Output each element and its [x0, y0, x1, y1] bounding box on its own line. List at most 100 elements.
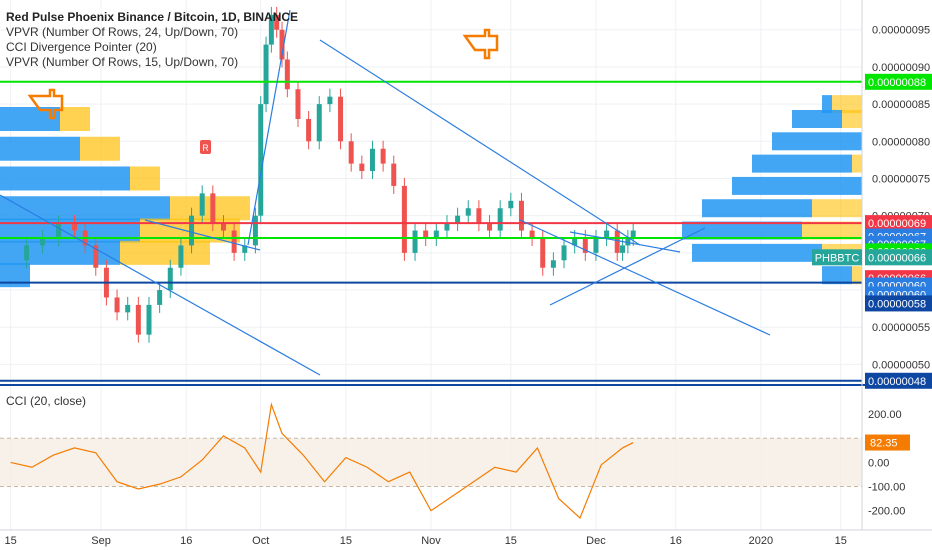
- candle-body-52: [550, 260, 556, 268]
- vp-left-blue-3: [0, 196, 170, 221]
- cci-legend[interactable]: CCI (20, close): [6, 394, 87, 408]
- vp-right-yellow-0: [832, 95, 862, 114]
- candle-body-19: [231, 230, 237, 253]
- x-tick-label-3: Oct: [252, 535, 269, 547]
- candle-body-49: [518, 200, 524, 231]
- cci-tick-label-0: 200.00: [868, 409, 902, 421]
- x-tick-label-1: Sep: [91, 535, 111, 547]
- vp-right-blue-2: [772, 132, 862, 151]
- y-tick-label-1: 0.00000090: [872, 62, 930, 74]
- candle-body-35: [369, 148, 375, 172]
- candle-body-10: [135, 304, 141, 335]
- candle-body-16: [199, 193, 205, 216]
- vp-left-blue-1: [0, 136, 80, 161]
- vp-right-blue-1: [792, 109, 842, 128]
- y-tick-label-2: 0.00000085: [872, 99, 930, 111]
- vp-right-blue-0: [822, 95, 832, 114]
- candle-body-33: [348, 141, 354, 164]
- vp-right-yellow-6: [802, 221, 862, 240]
- price-label-5: 0.00000066: [868, 252, 926, 264]
- indicator-vpvr-15[interactable]: VPVR (Number Of Rows, 15, Up/Down, 70): [6, 55, 239, 69]
- price-label-bg-5: [865, 249, 932, 266]
- candle-body-50: [529, 230, 535, 238]
- r-marker: [200, 140, 211, 154]
- candle-body-15: [189, 215, 195, 246]
- vp-left-yellow-5: [120, 240, 210, 265]
- candle-body-32: [338, 96, 344, 142]
- candle-body-43: [455, 215, 461, 224]
- price-label-9: 0.00000058: [868, 298, 926, 310]
- trendline-mid: [144, 219, 261, 251]
- x-tick-label-7: Dec: [586, 535, 606, 547]
- y-tick-label-4: 0.00000075: [872, 173, 930, 185]
- candle-body-12: [157, 290, 163, 305]
- vp-right-yellow-3: [852, 154, 862, 173]
- symbol-tag: PHBBTC: [815, 252, 860, 264]
- vp-left-yellow-0: [60, 106, 90, 131]
- y-tick-label-8: 0.00000055: [872, 322, 930, 334]
- candle-body-48: [508, 200, 514, 209]
- trendline-down-2: [319, 39, 641, 246]
- cci-last-bg: [865, 434, 910, 451]
- price-labels: 0.000000880.000000690.000000670.00000067…: [812, 73, 932, 451]
- candle-body-59: [620, 245, 626, 253]
- price-label-bg-10: [865, 372, 932, 389]
- horizontal-levels: [0, 80, 862, 382]
- cci-pane: [0, 384, 932, 519]
- indicator-vpvr-24[interactable]: VPVR (Number Of Rows, 24, Up/Down, 70): [6, 25, 239, 39]
- markers: R: [27, 28, 499, 154]
- candle-body-37: [391, 163, 397, 186]
- candle-body-14: [178, 245, 184, 268]
- cci-last-value: 82.35: [870, 438, 898, 450]
- cci-line: [10, 402, 634, 519]
- trendline-up-2: [549, 227, 706, 306]
- candle-body-51: [540, 237, 546, 268]
- candle-body-61: [630, 230, 636, 238]
- candle-body-36: [380, 148, 386, 164]
- candle-body-3: [56, 223, 62, 238]
- volume-profile: [0, 95, 862, 288]
- vp-right-blue-8: [822, 266, 852, 285]
- candle-body-41: [433, 230, 439, 238]
- candle-body-44: [465, 208, 471, 216]
- candle-body-34: [359, 163, 365, 172]
- candle-body-58: [614, 230, 620, 253]
- candle-body-30: [316, 104, 322, 142]
- indicator-cci-divergence[interactable]: CCI Divergence Pointer (20): [6, 40, 157, 54]
- vp-left-yellow-3: [170, 196, 250, 221]
- chart-title: Red Pulse Phoenix Binance / Bitcoin, 1D,…: [6, 10, 299, 24]
- price-label-10: 0.00000048: [868, 376, 926, 388]
- candle-body-39: [412, 230, 418, 253]
- candle-body-18: [220, 223, 226, 231]
- cci-tick-label-4: -200.00: [868, 506, 905, 518]
- candle-body-2: [40, 237, 46, 246]
- pointing-hand-icon-left: [27, 88, 64, 120]
- candle-body-25: [274, 14, 280, 30]
- candle-body-56: [593, 237, 599, 253]
- candle-body-38: [401, 185, 407, 253]
- x-tick-label-5: Nov: [421, 535, 441, 547]
- price-label-bg-0: [865, 73, 932, 90]
- cci-tick-label-2: 0.00: [868, 457, 889, 469]
- trendline-down-3: [519, 219, 771, 336]
- trendlines: [0, 9, 771, 376]
- candle-body-13: [167, 267, 173, 291]
- candle-body-26: [279, 29, 285, 60]
- candle-body-22: [258, 104, 264, 216]
- pointing-hand-icon-right: [462, 28, 499, 60]
- x-tick-label-0: 15: [5, 535, 17, 547]
- x-tick-label-10: 15: [835, 535, 847, 547]
- r-marker-letter: R: [202, 143, 209, 153]
- price-label-1: 0.00000069: [868, 218, 926, 230]
- x-tick-label-2: 16: [180, 535, 192, 547]
- y-tick-label-3: 0.00000080: [872, 136, 930, 148]
- y-tick-label-9: 0.00000050: [872, 359, 930, 371]
- vp-left-blue-5: [0, 240, 120, 265]
- vp-right-blue-3: [752, 154, 852, 173]
- vp-right-blue-4: [732, 176, 862, 195]
- candle-body-29: [306, 118, 312, 142]
- vp-right-blue-6: [682, 221, 802, 240]
- candle-body-53: [561, 245, 567, 261]
- candle-body-31: [327, 96, 333, 105]
- candle-body-28: [295, 89, 301, 119]
